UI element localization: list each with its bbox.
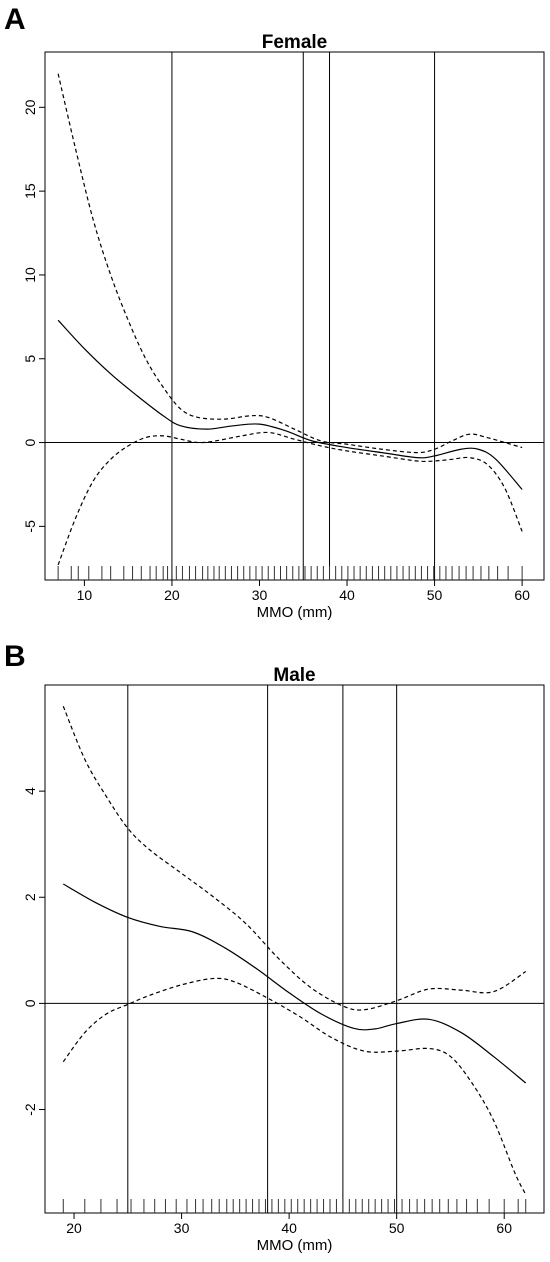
lower-ci-curve [62,977,527,1195]
estimate-curve [62,883,527,1084]
upper-ci-curve [62,706,527,1011]
upper-ci-curve [57,73,523,454]
panel-a-female: A Female 10 20 30 40 50 60 -5 0 5 10 15 20 MMO (mm) [4,3,545,621]
x-tick-label: 20 [66,1220,82,1236]
x-tick-label: 10 [77,587,93,603]
x-tick-label: 20 [164,587,180,603]
x-axis-label: MMO (mm) [257,604,333,621]
x-tick-label: 40 [339,587,355,603]
estimate-curve [57,319,523,490]
panel-b-male: B Male 20 30 40 50 60 -2 0 2 4 MMO (mm) [4,640,545,1254]
lower-ci-curve [57,431,523,566]
y-tick-label: -5 [22,520,38,533]
chart-title: Female [262,32,327,53]
panel-letter: A [4,3,26,36]
y-tick-label: 4 [22,787,38,795]
x-tick-label: 50 [427,587,443,603]
y-tick-label: 5 [22,355,38,363]
y-tick-label: 15 [22,183,38,199]
y-tick-label: 0 [22,438,38,446]
y-tick-label: -2 [22,1103,38,1116]
x-tick-label: 60 [514,587,530,603]
plot-frame [44,51,545,581]
y-tick-label: 20 [22,99,38,115]
plot-frame [44,684,545,1214]
x-tick-label: 40 [281,1220,297,1236]
x-tick-label: 50 [389,1220,405,1236]
y-tick-label: 2 [22,893,38,901]
panel-letter: B [4,640,26,673]
x-tick-label: 30 [174,1220,190,1236]
chart-title: Male [273,665,315,686]
x-tick-label: 60 [496,1220,512,1236]
y-tick-label: 10 [22,267,38,283]
x-tick-label: 30 [252,587,268,603]
x-axis-label: MMO (mm) [257,1237,333,1254]
y-tick-label: 0 [22,999,38,1007]
